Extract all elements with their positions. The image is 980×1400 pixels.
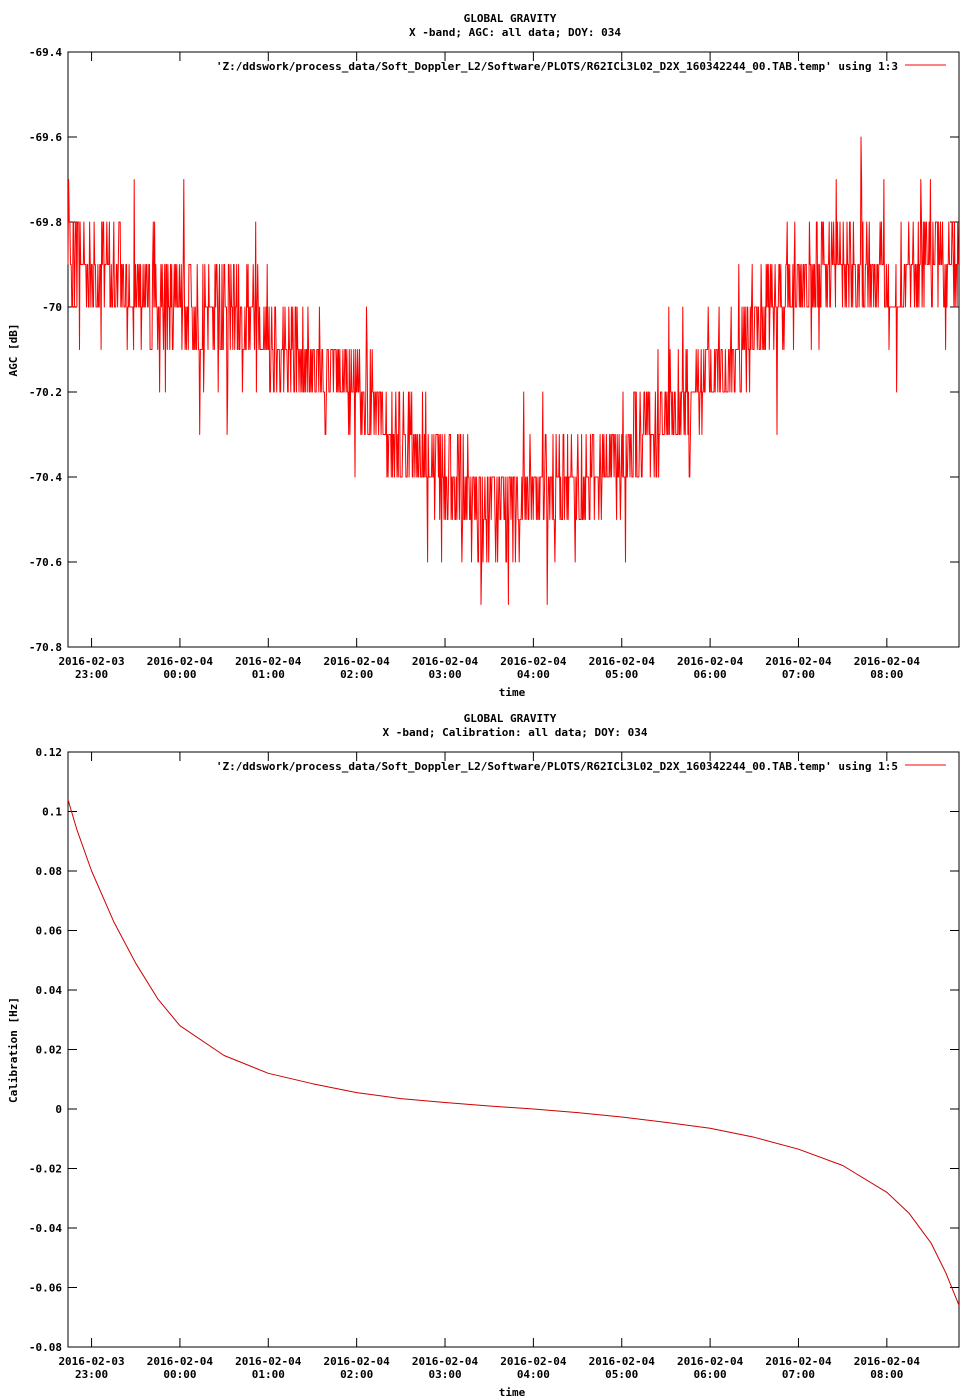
x-tick-label-time: 08:00 [870,1368,903,1381]
x-axis-label: time [499,686,526,699]
x-tick-label-time: 07:00 [782,668,815,681]
series-line [67,136,959,605]
y-tick-label: 0.12 [36,746,63,759]
x-tick-label-date: 2016-02-04 [500,655,567,668]
y-tick-label: -70.8 [29,641,62,654]
y-tick-label: -69.6 [29,131,62,144]
x-axis-label: time [499,1386,526,1399]
y-axis-label: AGC [dB] [7,324,20,377]
x-tick-label-date: 2016-02-04 [765,1355,832,1368]
y-tick-label: -70.2 [29,386,62,399]
x-tick-label-time: 04:00 [517,668,550,681]
x-tick-label-time: 00:00 [163,1368,196,1381]
x-tick-label-date: 2016-02-04 [235,1355,302,1368]
x-tick-label-time: 07:00 [782,1368,815,1381]
legend-label: 'Z:/ddswork/process_data/Soft_Doppler_L2… [216,60,898,73]
x-tick-label-time: 06:00 [694,668,727,681]
x-tick-label-time: 03:00 [428,668,461,681]
plot-frame [67,51,960,648]
y-tick-label: -70.4 [29,471,62,484]
y-tick-label: -69.8 [29,216,62,229]
x-tick-label-time: 06:00 [694,1368,727,1381]
y-tick-label: 0.1 [42,806,62,819]
x-tick-label-time: 23:00 [75,668,108,681]
x-tick-label-date: 2016-02-04 [324,1355,391,1368]
series-line [67,799,960,1306]
chart-subtitle: X -band; AGC: all data; DOY: 034 [409,26,621,39]
x-tick-label-date: 2016-02-03 [58,1355,124,1368]
y-tick-label: -0.02 [29,1163,62,1176]
x-tick-label-date: 2016-02-04 [854,1355,921,1368]
x-tick-label-time: 01:00 [252,668,285,681]
x-tick-label-date: 2016-02-03 [58,655,124,668]
x-tick-label-date: 2016-02-04 [147,1355,214,1368]
x-tick-label-date: 2016-02-04 [147,655,214,668]
calibration-chart: GLOBAL GRAVITY X -band; Calibration: all… [7,712,960,1399]
x-tick-label-date: 2016-02-04 [589,1355,656,1368]
y-tick-label: 0.08 [36,865,63,878]
agc-chart: GLOBAL GRAVITY X -band; AGC: all data; D… [7,12,960,699]
y-tick-label: 0 [55,1103,62,1116]
x-tick-label-time: 00:00 [163,668,196,681]
x-tick-label-date: 2016-02-04 [589,655,656,668]
y-tick-label: -0.04 [29,1222,62,1235]
y-tick-label: -70.6 [29,556,62,569]
x-tick-label-date: 2016-02-04 [500,1355,567,1368]
y-tick-label: -69.4 [29,46,62,59]
x-tick-label-date: 2016-02-04 [235,655,302,668]
y-tick-label: 0.02 [36,1044,63,1057]
x-tick-label-time: 01:00 [252,1368,285,1381]
plot-frame [67,751,960,1348]
x-tick-label-time: 04:00 [517,1368,550,1381]
x-tick-label-time: 02:00 [340,1368,373,1381]
y-tick-label: -0.08 [29,1341,62,1354]
y-tick-label: -0.06 [29,1282,62,1295]
x-tick-label-date: 2016-02-04 [677,655,744,668]
x-tick-label-time: 02:00 [340,668,373,681]
chart-title: GLOBAL GRAVITY [464,712,557,725]
x-tick-label-date: 2016-02-04 [412,655,479,668]
y-tick-label: 0.04 [36,984,63,997]
chart-title: GLOBAL GRAVITY [464,12,557,25]
x-tick-label-date: 2016-02-04 [765,655,832,668]
x-tick-label-date: 2016-02-04 [412,1355,479,1368]
x-tick-label-date: 2016-02-04 [324,655,391,668]
x-tick-label-time: 05:00 [605,668,638,681]
x-tick-label-time: 08:00 [870,668,903,681]
x-tick-label-time: 03:00 [428,1368,461,1381]
y-axis-label: Calibration [Hz] [7,997,20,1103]
x-tick-label-date: 2016-02-04 [677,1355,744,1368]
x-tick-label-time: 05:00 [605,1368,638,1381]
x-tick-label-time: 23:00 [75,1368,108,1381]
y-tick-label: -70 [42,301,62,314]
y-tick-label: 0.06 [36,925,63,938]
legend-label: 'Z:/ddswork/process_data/Soft_Doppler_L2… [216,760,898,773]
chart-subtitle: X -band; Calibration: all data; DOY: 034 [383,726,648,739]
x-tick-label-date: 2016-02-04 [854,655,921,668]
